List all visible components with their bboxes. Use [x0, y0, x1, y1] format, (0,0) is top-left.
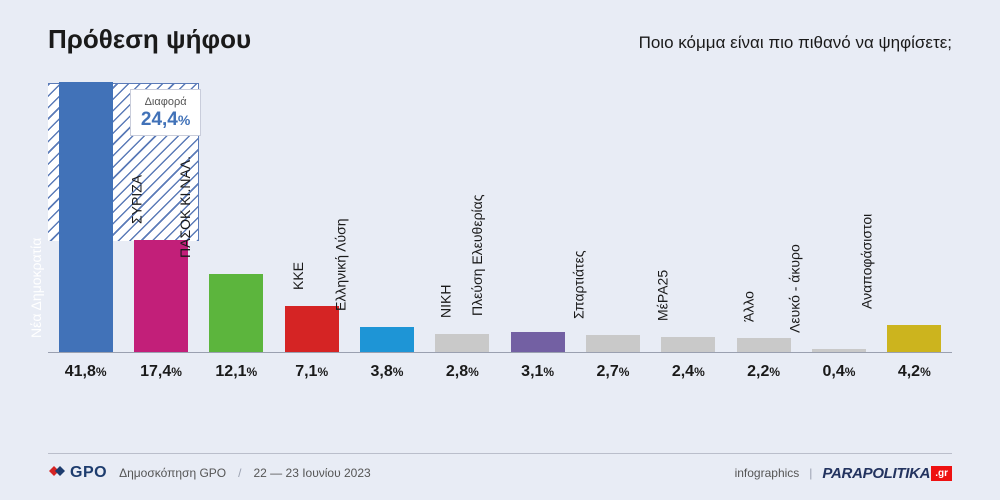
bar-value: 0,4% — [801, 363, 876, 381]
bar-value: 2,7% — [575, 363, 650, 381]
bar — [209, 274, 263, 352]
bar-label: Ελληνική Λύση — [333, 219, 349, 312]
bar-slot: Νέα Δημοκρατία — [48, 82, 123, 352]
bar-slot: Αναποφάσιστοι — [877, 325, 952, 352]
bar-value: 12,1% — [199, 363, 274, 381]
bar-label: ΚΚΕ — [290, 262, 306, 290]
chart-subtitle: Ποιο κόμμα είναι πιο πιθανό να ψηφίσετε; — [639, 33, 952, 53]
bar-value: 3,1% — [500, 363, 575, 381]
gpo-logo: GPO — [48, 464, 107, 482]
bar — [812, 349, 866, 352]
bar-label: ΝΙΚΗ — [438, 284, 454, 317]
difference-value: 24,4% — [141, 110, 190, 131]
bar-value: 7,1% — [274, 363, 349, 381]
bar-value: 2,4% — [651, 363, 726, 381]
bar-label: Λευκό - άκυρο — [787, 245, 803, 334]
bar-slot: Σπαρτιάτες — [575, 335, 650, 352]
bar-slot: ΚΚΕ — [274, 306, 349, 352]
bars-row: Διαφορά 24,4% Νέα Δημοκρατία ΣΥΡΙΖΑ ΠΑΣΟΚ ΚΙ… — [48, 83, 952, 353]
bar-value: 41,8% — [48, 363, 123, 381]
footer-source: Δημοσκόπηση GPO — [119, 466, 226, 480]
bar-label: ΣΥΡΙΖΑ — [128, 175, 144, 224]
bar: Νέα Δημοκρατία — [59, 82, 113, 352]
brand-suffix: .gr — [931, 466, 952, 481]
bar — [360, 327, 414, 352]
bar-slot: Λευκό - άκυρο — [801, 349, 876, 352]
parapolitika-logo: PARAPOLITIKA .gr — [822, 465, 952, 482]
bar-label: Πλεύση Ελευθερίας — [469, 194, 485, 316]
separator-icon: | — [809, 466, 812, 480]
bar-value: 17,4% — [123, 363, 198, 381]
gpo-mark-icon — [48, 464, 66, 482]
difference-label: Διαφορά — [141, 96, 190, 108]
difference-callout: Διαφορά 24,4% — [130, 89, 201, 136]
chart: Διαφορά 24,4% Νέα Δημοκρατία ΣΥΡΙΖΑ ΠΑΣΟΚ ΚΙ… — [48, 83, 952, 393]
bar-value: 3,8% — [349, 363, 424, 381]
infographics-label: infographics — [735, 466, 800, 480]
bar — [887, 325, 941, 352]
bar-label: Νέα Δημοκρατία — [27, 238, 43, 338]
values-row: 41,8%17,4%12,1%7,1%3,8%2,8%3,1%2,7%2,4%2… — [48, 363, 952, 381]
bar-label: Σπαρτιάτες — [571, 250, 587, 319]
gpo-text: GPO — [70, 464, 107, 482]
chart-title: Πρόθεση ψήφου — [48, 24, 251, 55]
bar-value: 2,8% — [425, 363, 500, 381]
bar-label: Άλλο — [740, 291, 756, 322]
bar — [435, 334, 489, 352]
bar — [661, 337, 715, 353]
bar-slot: ΜέΡΑ25 — [651, 337, 726, 353]
bar-value: 4,2% — [877, 363, 952, 381]
bar-slot: Πλεύση Ελευθερίας — [500, 332, 575, 352]
bar-slot: ΠΑΣΟΚ ΚΙ.ΝΑΛ. — [199, 274, 274, 352]
bar — [285, 306, 339, 352]
bar-label: ΜέΡΑ25 — [655, 269, 671, 320]
bar-slot: Ελληνική Λύση — [349, 327, 424, 352]
bar — [511, 332, 565, 352]
bar-value: 2,2% — [726, 363, 801, 381]
bar-label: Αναποφάσιστοι — [859, 214, 875, 309]
footer: GPO Δημοσκόπηση GPO / 22 — 23 Ιουνίου 20… — [48, 453, 952, 482]
bar-slot: Άλλο — [726, 338, 801, 352]
bar — [737, 338, 791, 352]
bar-label: ΠΑΣΟΚ ΚΙ.ΝΑΛ. — [177, 156, 193, 258]
footer-dates: 22 — 23 Ιουνίου 2023 — [254, 466, 371, 480]
bar — [586, 335, 640, 352]
brand-text: PARAPOLITIKA — [822, 465, 930, 482]
separator-icon: / — [238, 466, 241, 480]
bar-slot: ΝΙΚΗ — [425, 334, 500, 352]
